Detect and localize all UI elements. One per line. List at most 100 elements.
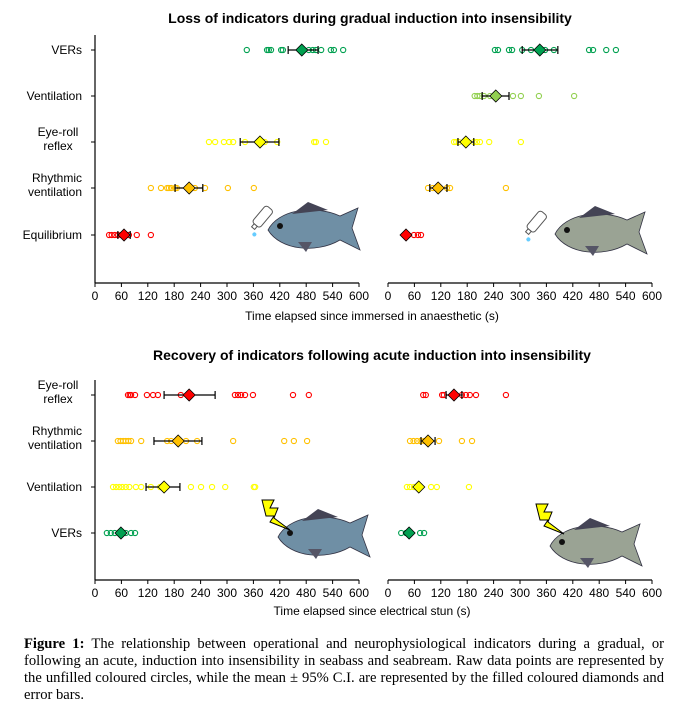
raw-data-point (517, 138, 525, 146)
raw-data-point (505, 46, 513, 54)
x-tick-label: 360 (243, 586, 263, 600)
x-tick-label: 300 (510, 586, 530, 600)
raw-data-point (226, 138, 233, 146)
raw-data-point (589, 46, 597, 54)
raw-data-point (491, 46, 499, 54)
panel-3 (387, 388, 653, 584)
x-tick-label: 120 (138, 586, 158, 600)
x-tick-label: 600 (349, 586, 369, 600)
x-tick-label: 360 (243, 289, 263, 303)
raw-data-point (403, 483, 411, 491)
y-tick-label: Ventilation (27, 480, 82, 494)
raw-data-point (427, 483, 435, 491)
y-tick-label: Eye-roll reflex (38, 125, 79, 153)
x-tick-label: 0 (385, 586, 392, 600)
chart-title-top: Loss of indicators during gradual induct… (168, 10, 572, 26)
mean-diamond (157, 480, 171, 494)
x-tick-label: 240 (191, 586, 211, 600)
raw-data-point (265, 46, 272, 54)
raw-data-point (472, 391, 480, 399)
raw-data-point (474, 92, 481, 100)
raw-data-point (535, 92, 543, 100)
raw-data-point (303, 437, 311, 445)
raw-data-point (312, 138, 320, 146)
panel-0: VERs Ventilation Eye-roll reflex Rhythmic ven… (23, 35, 360, 287)
raw-data-point (230, 437, 237, 445)
x-tick-label: 180 (457, 289, 477, 303)
anaesthetic-bottle-icon (524, 210, 547, 242)
raw-data-point (414, 231, 422, 239)
droplet-icon (252, 232, 257, 237)
raw-data-point (224, 184, 232, 192)
raw-data-point (458, 437, 466, 445)
raw-data-point (187, 483, 195, 491)
x-tick-label: 360 (536, 289, 556, 303)
raw-data-point (410, 437, 417, 445)
raw-data-point (413, 437, 421, 445)
raw-data-point (416, 529, 424, 537)
fish-fin (579, 206, 615, 218)
x-tick-label: 300 (217, 586, 237, 600)
raw-data-point (502, 391, 510, 399)
y-tick-label: Rhythmic ventilation (28, 424, 82, 452)
raw-data-point (465, 483, 473, 491)
mean-diamond (412, 480, 426, 494)
lightning-bolt-icon (535, 503, 565, 535)
x-tick-label: 60 (115, 289, 129, 303)
mean-diamond (402, 526, 416, 540)
fish-fin (298, 242, 312, 252)
x-tick-label: 60 (408, 289, 422, 303)
x-tick-label: 540 (323, 289, 343, 303)
raw-data-point (234, 391, 242, 399)
x-tick-label: 0 (92, 586, 99, 600)
raw-data-point (241, 391, 249, 399)
raw-data-point (494, 46, 502, 54)
raw-data-point (322, 138, 330, 146)
figure-caption: Figure 1: The relationship between opera… (24, 636, 664, 704)
raw-data-point (127, 529, 135, 537)
mean-diamond (421, 434, 435, 448)
mean-diamond (295, 43, 309, 57)
raw-data-point (103, 529, 111, 537)
raw-data-point (231, 391, 239, 399)
fish-body (554, 211, 648, 255)
raw-data-point (517, 92, 525, 100)
raw-data-point (119, 483, 126, 491)
lightning-bolt-icon (261, 499, 291, 531)
x-tick-label: 0 (92, 289, 99, 303)
raw-data-point (340, 46, 347, 54)
y-tick-label: Eye-roll reflex (38, 378, 79, 406)
x-tick-label: 180 (457, 586, 477, 600)
raw-data-point (585, 46, 593, 54)
fish-fin (574, 518, 610, 530)
x-tick-label: 480 (589, 289, 609, 303)
raw-data-point (289, 391, 297, 399)
y-tick-label: Equilibrium (23, 228, 82, 242)
raw-data-point (417, 231, 425, 239)
y-tick-label: Ventilation (27, 89, 82, 103)
raw-data-point (147, 231, 155, 239)
fish-fin (302, 509, 338, 521)
fish-eye (559, 539, 565, 545)
fish-fin (585, 246, 599, 256)
x-tick-label: 180 (164, 586, 184, 600)
fish-fin (308, 549, 322, 559)
x-tick-label: 300 (217, 289, 237, 303)
raw-data-point (127, 437, 135, 445)
mean-diamond (399, 228, 413, 242)
x-tick-label: 360 (536, 586, 556, 600)
raw-data-point (462, 391, 470, 399)
fish-fin (292, 202, 328, 214)
raw-data-point (143, 391, 151, 399)
raw-data-point (603, 46, 610, 54)
x-tick-label: 180 (164, 289, 184, 303)
x-tick-label: 480 (589, 586, 609, 600)
x-tick-label: 420 (563, 289, 583, 303)
raw-data-point (112, 483, 120, 491)
x-axis-label-bottom: Time elapsed since electrical stun (s) (274, 604, 471, 618)
raw-data-point (138, 437, 145, 445)
fish-body (549, 523, 643, 567)
raw-data-point (109, 483, 117, 491)
mean-diamond (171, 434, 185, 448)
